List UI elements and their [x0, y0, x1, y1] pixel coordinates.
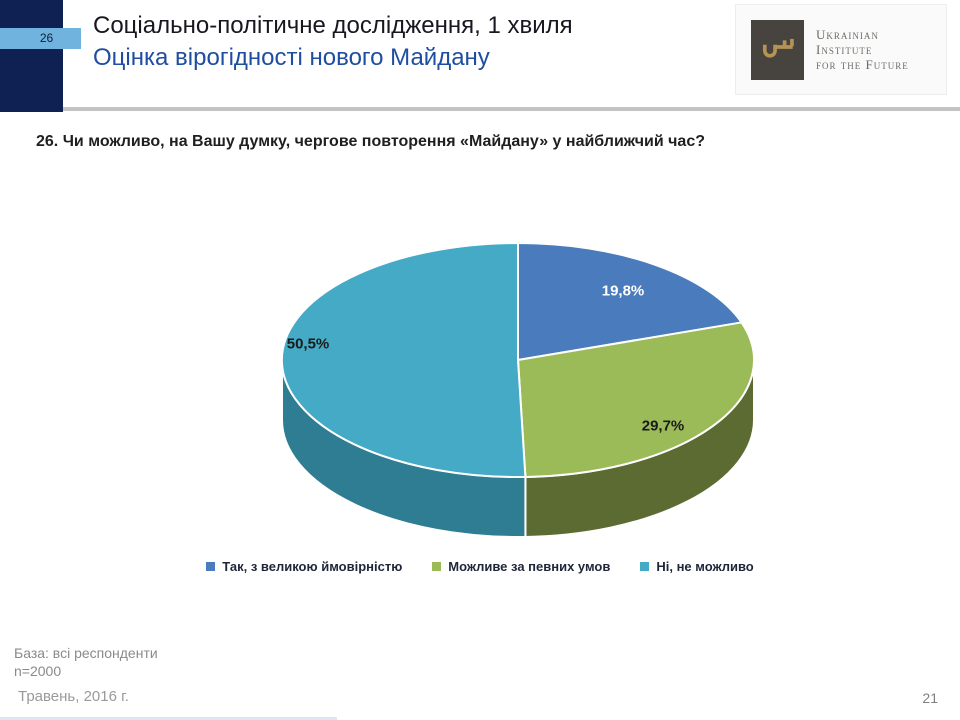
page-subtitle: Оцінка вірогідності нового Майдану [93, 44, 490, 71]
question-text: 26. Чи можливо, на Вашу думку, чергове п… [36, 133, 705, 150]
chart-legend: Так, з великою ймовірністю Можливе за пе… [0, 559, 960, 574]
institute-logo: Ukrainian Institute for the Future [735, 4, 947, 95]
legend-label-maybe: Можливе за певних умов [448, 559, 611, 574]
legend-item-yes: Так, з великою ймовірністю [206, 559, 402, 574]
legend-label-no: Ні, не можливо [656, 559, 754, 574]
pie-slice-label-no: 50,5% [286, 335, 330, 353]
logo-line2: Institute [816, 42, 873, 57]
logo-square [751, 19, 804, 80]
logo-line3: for the Future [816, 57, 909, 72]
base-note: База: всі респонденти n=2000 [14, 644, 158, 680]
logo-text: Ukrainian Institute for the Future [816, 27, 909, 72]
title-block: Соціально-політичне дослідження, 1 хвиля… [93, 10, 573, 74]
page-number: 21 [922, 690, 938, 706]
legend-marker-maybe [432, 562, 442, 571]
legend-marker-yes [206, 562, 216, 571]
pie-slice-label-maybe: 29,7% [641, 417, 685, 435]
legend-label-yes: Так, з великою ймовірністю [222, 559, 403, 574]
header-divider [0, 107, 960, 111]
legend-item-no: Ні, не можливо [640, 559, 754, 574]
slide-number-tab: 26 [0, 28, 81, 49]
date-note: Травень, 2016 г. [18, 688, 129, 705]
base-line1: База: всі респонденти [14, 645, 158, 661]
base-line2: n=2000 [14, 663, 62, 679]
pie-slice-label-yes: 19,8% [601, 282, 645, 300]
bottom-accent-line [0, 717, 337, 720]
page-title: Соціально-політичне дослідження, 1 хвиля [93, 12, 573, 39]
legend-item-maybe: Можливе за певних умов [432, 559, 610, 574]
navy-accent-block [0, 0, 63, 112]
logo-line1: Ukrainian [816, 27, 879, 42]
key-icon [756, 25, 800, 74]
legend-marker-no [640, 562, 650, 571]
